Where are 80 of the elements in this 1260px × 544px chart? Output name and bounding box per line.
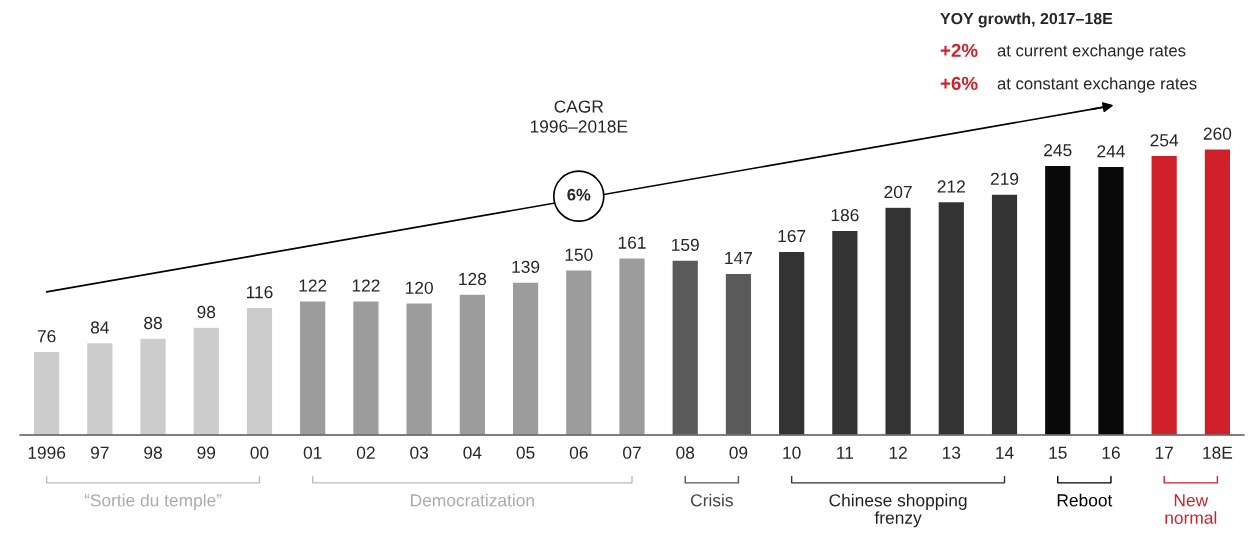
bar — [830, 229, 859, 435]
data-label: 116 — [246, 286, 273, 299]
bar — [724, 272, 753, 435]
data-label: 260 — [1203, 127, 1232, 140]
text: YOY growth, 2017–18E — [940, 12, 1113, 28]
data-label: 122 — [352, 279, 380, 292]
x-tick-label: 09 — [729, 446, 748, 459]
data-label: 219 — [990, 172, 1019, 185]
x-tick-label: 1996 — [28, 446, 66, 459]
data-label: 167 — [778, 229, 806, 243]
text: Chinese shopping frenzy — [829, 493, 967, 528]
data-label: 161 — [618, 236, 646, 249]
bar — [1203, 148, 1232, 435]
data-label: 120 — [405, 281, 433, 294]
text: Reboot — [1057, 493, 1113, 507]
x-tick-label: 00 — [250, 446, 269, 459]
x-tick-label: 15 — [1049, 446, 1067, 459]
text: “Sortie du temple” — [84, 493, 222, 510]
x-tick-label: 99 — [197, 446, 216, 459]
x-tick-label: 17 — [1155, 446, 1173, 459]
bar — [139, 337, 168, 435]
data-label: 88 — [144, 316, 162, 330]
x-tick-label: 03 — [410, 446, 429, 459]
x-tick-label: 01 — [303, 446, 322, 459]
x-tick-label: 07 — [623, 446, 641, 459]
bar — [618, 257, 646, 435]
x-tick-label: 97 — [90, 446, 109, 459]
data-label: 139 — [512, 260, 540, 274]
bar — [245, 306, 274, 435]
x-tick-label: 08 — [676, 446, 695, 459]
bar — [458, 293, 487, 435]
bar — [192, 326, 221, 435]
x-tick-label: 13 — [942, 446, 961, 459]
bar — [32, 350, 61, 435]
text: +6% — [940, 76, 978, 91]
text: CAGR 1996–2018E — [530, 100, 628, 133]
bar — [937, 200, 966, 435]
bar — [777, 250, 806, 435]
data-label: 147 — [725, 252, 753, 265]
data-label: 186 — [831, 208, 859, 222]
bar — [85, 341, 114, 435]
x-tick-label: 12 — [889, 446, 907, 459]
data-label: 76 — [37, 330, 56, 343]
x-tick-label: 98 — [144, 446, 162, 459]
bar — [511, 281, 540, 435]
x-tick-label: 16 — [1102, 446, 1120, 459]
data-label: 98 — [197, 305, 216, 319]
bar — [884, 206, 913, 435]
data-label: 207 — [884, 185, 912, 199]
bar — [564, 269, 593, 435]
data-label: 159 — [672, 238, 699, 251]
text: at constant exchange rates — [997, 77, 1197, 93]
bar — [1150, 154, 1179, 435]
data-label: 244 — [1097, 145, 1125, 158]
x-tick-label: 02 — [356, 446, 375, 459]
x-tick-label: 04 — [463, 446, 482, 459]
data-label: 245 — [1044, 144, 1072, 157]
bar — [405, 302, 434, 435]
text: Democratization — [411, 493, 534, 507]
bar — [351, 300, 380, 435]
x-tick-label: 06 — [569, 446, 588, 459]
text: Crisis — [691, 493, 733, 507]
x-tick-label: 11 — [837, 446, 854, 459]
bar — [298, 300, 327, 435]
text: at current exchange rates — [997, 44, 1186, 60]
annotation: 6% — [567, 188, 591, 201]
text: New normal — [1165, 494, 1217, 524]
bar — [990, 193, 1019, 435]
data-label: 254 — [1150, 134, 1179, 147]
text: +2% — [940, 43, 978, 57]
bar — [671, 259, 700, 435]
x-tick-label: 14 — [996, 446, 1014, 459]
data-label: 128 — [459, 272, 487, 286]
data-label: 84 — [90, 321, 109, 334]
data-label: 212 — [937, 180, 965, 193]
data-label: 122 — [299, 279, 327, 292]
x-tick-label: 10 — [783, 446, 801, 459]
data-label: 150 — [565, 248, 593, 261]
x-tick-label: 18E — [1203, 446, 1233, 459]
x-tick-label: 05 — [516, 446, 535, 459]
